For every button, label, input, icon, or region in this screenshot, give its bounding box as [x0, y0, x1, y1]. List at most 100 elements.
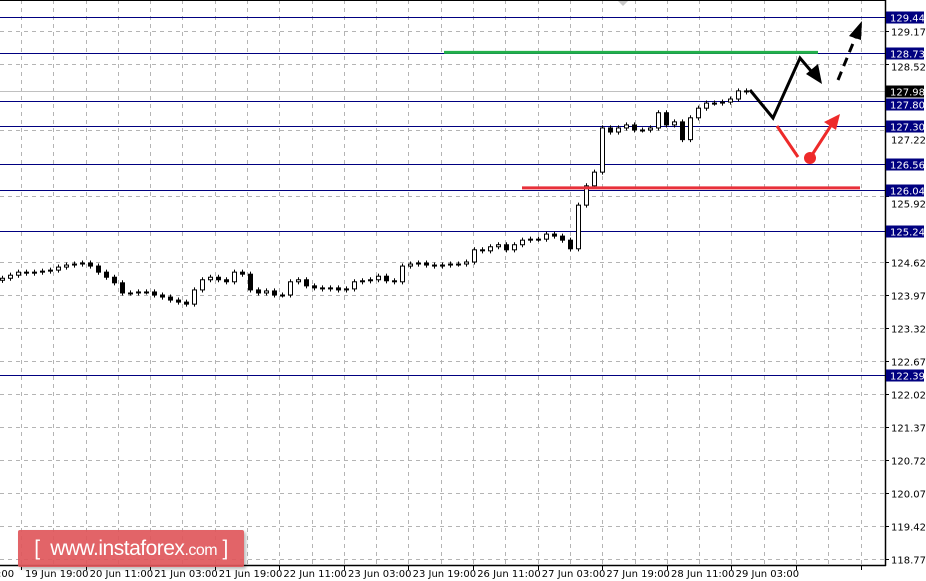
- candle: [448, 261, 453, 268]
- candle-body: [80, 262, 85, 265]
- candle-body: [496, 244, 501, 248]
- candle-body: [240, 271, 245, 275]
- candle-body: [640, 129, 645, 132]
- x-tick-label: 19 Jun 19:00: [25, 569, 89, 580]
- y-tick-label: 120.07: [891, 490, 926, 501]
- candle: [520, 237, 525, 248]
- candle: [112, 274, 117, 286]
- candle: [568, 237, 573, 252]
- candle: [736, 88, 741, 102]
- candle-body: [408, 263, 413, 267]
- candle: [696, 105, 701, 121]
- candle: [16, 269, 21, 278]
- candle: [728, 96, 733, 105]
- candle-body: [568, 239, 573, 250]
- candle-body: [32, 271, 37, 274]
- candle-body: [136, 291, 141, 294]
- candle: [304, 277, 309, 289]
- candle-body: [256, 289, 261, 294]
- candle: [40, 268, 45, 275]
- candle: [544, 231, 549, 242]
- candle-body: [504, 244, 509, 251]
- bullish-dashed-arrow: [836, 35, 858, 81]
- candle-body: [296, 279, 301, 283]
- candle-body: [456, 263, 461, 266]
- x-tick-label: 20 Jun 11:00: [90, 569, 154, 580]
- candle: [120, 280, 125, 296]
- candle-body: [272, 290, 277, 296]
- y-tick-label: 129.17: [891, 28, 926, 39]
- alternative-forecast-path: [775, 125, 800, 158]
- candle: [408, 261, 413, 269]
- level-badge: [886, 225, 924, 238]
- level-label: 127.30: [890, 123, 925, 134]
- candle: [200, 277, 205, 293]
- candle: [176, 297, 181, 305]
- candle-body: [600, 127, 605, 173]
- level-badge: [886, 98, 924, 111]
- candle-body: [608, 127, 613, 133]
- candle: [336, 285, 341, 293]
- candle-body: [448, 263, 453, 266]
- candle: [192, 287, 197, 307]
- x-tick-label-partial: :00: [0, 569, 14, 580]
- candle-body: [56, 266, 61, 271]
- candle: [472, 247, 477, 265]
- candle: [712, 100, 717, 106]
- level-label: 122.39: [890, 372, 925, 383]
- candle-body: [368, 279, 373, 282]
- candle-body: [208, 276, 213, 281]
- candle-body: [728, 98, 733, 103]
- candle: [624, 122, 629, 131]
- candle: [312, 283, 317, 291]
- candle: [504, 242, 509, 253]
- candle-body: [104, 271, 109, 278]
- x-tick-label: 27 Jun 03:00: [542, 569, 606, 580]
- candle-body: [64, 264, 69, 268]
- level-badge: [886, 158, 924, 171]
- candle: [560, 233, 565, 243]
- candle: [376, 273, 381, 283]
- candle: [512, 242, 517, 253]
- candle-body: [72, 263, 77, 266]
- candle: [536, 236, 541, 242]
- candle-body: [512, 244, 517, 251]
- candle-body: [544, 233, 549, 240]
- x-tick-label: 23 Jun 19:00: [413, 569, 477, 580]
- alternative-arrow: [808, 123, 834, 159]
- candle: [640, 127, 645, 133]
- candle-body: [288, 281, 293, 296]
- candle-body: [360, 280, 365, 283]
- current-price-badge: [886, 85, 924, 98]
- candle-body: [224, 279, 229, 283]
- candle-body: [168, 296, 173, 301]
- candle-body: [376, 275, 381, 281]
- level-label: 125.24: [890, 228, 925, 239]
- scroll-marker-icon[interactable]: [617, 0, 629, 6]
- candle-body: [424, 262, 429, 266]
- candle-body: [440, 264, 445, 267]
- candle-body: [616, 127, 621, 133]
- candle: [160, 292, 165, 300]
- candle: [384, 273, 389, 284]
- candle: [256, 287, 261, 296]
- candle-body: [192, 289, 197, 305]
- candle-body: [16, 271, 21, 276]
- arrow-head-icon: [849, 21, 862, 40]
- level-badge: [886, 184, 924, 197]
- candle: [672, 119, 677, 128]
- candle-body: [184, 301, 189, 305]
- candle-body: [384, 275, 389, 282]
- candle: [392, 278, 397, 285]
- candle: [288, 279, 293, 298]
- forecast-annotations: [444, 0, 862, 190]
- candle: [280, 292, 285, 298]
- candle: [464, 259, 469, 267]
- candle: [456, 261, 461, 267]
- candle: [32, 269, 37, 276]
- candle-body: [144, 291, 149, 294]
- candle-body: [248, 273, 253, 291]
- candle: [648, 125, 653, 133]
- level-badge: [886, 120, 924, 133]
- candle: [592, 169, 597, 189]
